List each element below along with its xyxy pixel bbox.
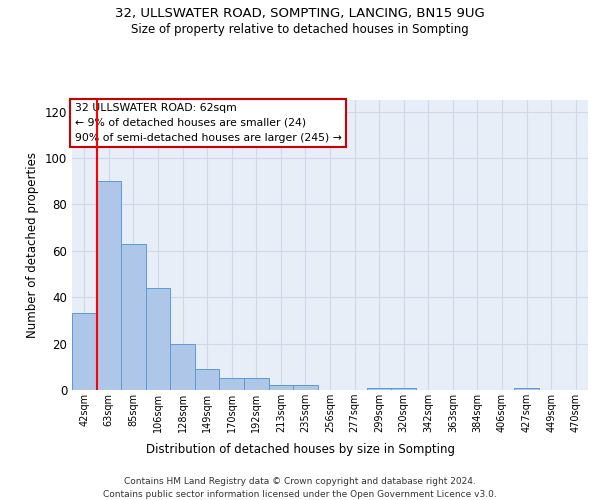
Bar [146, 288, 170, 390]
Bar [514, 388, 539, 390]
Bar [121, 244, 146, 390]
Y-axis label: Number of detached properties: Number of detached properties [26, 152, 39, 338]
Bar [170, 344, 195, 390]
Bar [367, 388, 391, 390]
Text: Size of property relative to detached houses in Sompting: Size of property relative to detached ho… [131, 22, 469, 36]
Bar [269, 386, 293, 390]
Bar [244, 378, 269, 390]
Bar [72, 314, 97, 390]
Text: Contains public sector information licensed under the Open Government Licence v3: Contains public sector information licen… [103, 490, 497, 499]
Text: Distribution of detached houses by size in Sompting: Distribution of detached houses by size … [146, 442, 455, 456]
Bar [97, 181, 121, 390]
Text: Contains HM Land Registry data © Crown copyright and database right 2024.: Contains HM Land Registry data © Crown c… [124, 478, 476, 486]
Text: 32 ULLSWATER ROAD: 62sqm
← 9% of detached houses are smaller (24)
90% of semi-de: 32 ULLSWATER ROAD: 62sqm ← 9% of detache… [74, 103, 341, 142]
Bar [195, 369, 220, 390]
Bar [391, 388, 416, 390]
Text: 32, ULLSWATER ROAD, SOMPTING, LANCING, BN15 9UG: 32, ULLSWATER ROAD, SOMPTING, LANCING, B… [115, 8, 485, 20]
Bar [293, 386, 318, 390]
Bar [220, 378, 244, 390]
